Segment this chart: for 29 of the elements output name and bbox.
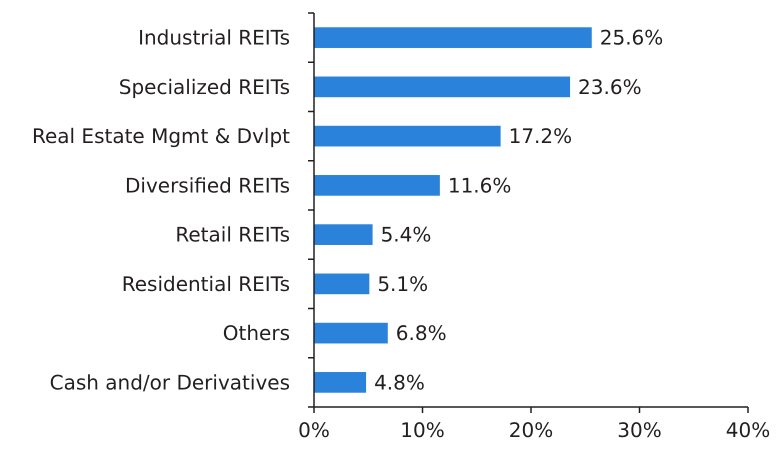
data-label: 6.8% [396,321,447,346]
y-tick-label: Real Estate Mgmt & Dvlpt [32,124,290,148]
bar [314,27,592,48]
y-tick-label: Others [222,321,290,346]
bar [314,224,373,245]
bar [314,322,388,344]
x-tick-label: 30% [617,418,662,442]
x-tick-label: 10% [400,418,445,442]
data-label: 23.6% [578,74,642,99]
data-label: 5.4% [380,222,432,247]
data-label: 4.8% [374,370,425,394]
data-label: 11.6% [448,173,512,198]
data-label: 25.6% [600,26,664,50]
y-tick-label: Retail REITs [175,222,290,247]
y-tick-label: Cash and/or Derivatives [50,370,290,394]
x-tick-label: 0% [298,418,330,442]
bar [314,76,570,98]
data-label: 5.1% [377,272,428,296]
bar [314,274,370,294]
bar [314,175,440,196]
data-label: 17.2% [508,124,572,148]
y-tick-label: Specialized REITs [118,74,290,99]
y-tick-label: Industrial REITs [138,26,290,50]
x-tick-label: 40% [726,418,770,442]
x-tick-label: 20% [508,418,554,442]
y-tick-label: Diversified REITs [124,173,290,198]
y-tick-label: Residential REITs [122,272,290,296]
bar [314,372,366,393]
bar [314,126,501,146]
